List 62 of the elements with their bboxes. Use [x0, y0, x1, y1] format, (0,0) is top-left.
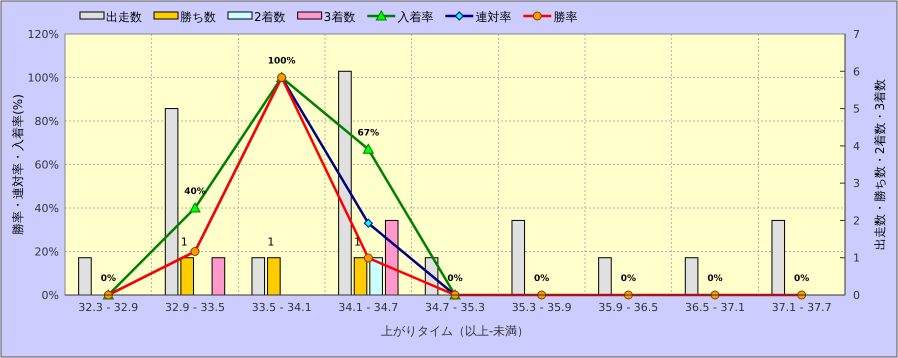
bar [598, 257, 612, 296]
x-tick-label: 35.9 - 36.5 [598, 301, 658, 314]
legend-label: 入着率 [397, 10, 434, 24]
y2-tick-label: 3 [853, 177, 860, 190]
legend-label: 勝率 [553, 10, 578, 24]
x-tick-label: 35.3 - 35.9 [512, 301, 572, 314]
data-label: 1 [354, 236, 362, 249]
x-axis-title: 上がりタイム（以上-未満） [380, 324, 530, 338]
legend-label: 3着数 [324, 10, 356, 24]
data-label: 0% [707, 274, 723, 284]
point [362, 144, 374, 154]
y-tick-label: 100% [28, 72, 59, 84]
y2-tick-label: 1 [853, 252, 860, 265]
y2-tick-label: 7 [853, 28, 860, 41]
bar [338, 70, 352, 296]
data-label: 40% [184, 187, 206, 197]
point [190, 202, 200, 212]
bar [78, 257, 92, 296]
x-tick-label: 32.9 - 33.5 [165, 301, 225, 314]
bar [771, 220, 786, 296]
y-tick-label: 0% [42, 289, 59, 302]
y2-tick-label: 4 [853, 140, 860, 153]
y-tick-label: 60% [34, 158, 59, 172]
x-tick-label: 33.5 - 34.1 [252, 301, 312, 314]
x-tick-label: 32.3 - 32.9 [78, 301, 138, 314]
bar [684, 257, 698, 296]
x-tick-label: 37.1 - 37.7 [772, 301, 832, 314]
y-tick-label: 120% [28, 28, 59, 41]
bar [511, 220, 526, 296]
y2-axis-title: 出走数・勝ち数・2着数・3着数 [873, 78, 887, 250]
x-tick-label: 34.1 - 34.7 [338, 301, 398, 314]
y-axis-title: 勝率・連対率・入着率(%) [11, 94, 25, 235]
y2-tick-label: 0 [853, 289, 860, 302]
bar [267, 257, 281, 296]
data-label: 0% [100, 274, 116, 284]
y-tick-label: 20% [34, 246, 59, 258]
y2-tick-label: 5 [853, 102, 860, 116]
bar [180, 257, 194, 296]
bar [251, 257, 266, 296]
y2-tick-label: 6 [853, 65, 860, 78]
data-label: 67% [358, 128, 380, 138]
legend-label: 出走数 [106, 10, 142, 24]
bar [164, 108, 178, 296]
bar [384, 220, 399, 296]
data-label: 0% [620, 274, 636, 284]
y-tick-label: 80% [34, 115, 59, 128]
y2-tick-label: 2 [853, 214, 860, 228]
legend-label: 2着数 [254, 10, 286, 24]
x-tick-label: 34.7 - 35.3 [425, 301, 485, 314]
point [364, 218, 373, 228]
data-label: 0% [534, 274, 550, 284]
legend-label: 連対率 [475, 10, 512, 24]
bar [212, 257, 226, 296]
data-label: 0% [447, 274, 463, 284]
legend-label: 勝ち数 [180, 10, 216, 24]
x-tick-label: 36.5 - 37.1 [685, 301, 745, 314]
data-label: 100% [268, 56, 296, 66]
data-label: 0% [794, 274, 810, 284]
data-label: 1 [180, 236, 188, 249]
y-tick-label: 40% [34, 202, 59, 215]
data-label: 1 [267, 236, 274, 249]
bar [354, 257, 368, 296]
